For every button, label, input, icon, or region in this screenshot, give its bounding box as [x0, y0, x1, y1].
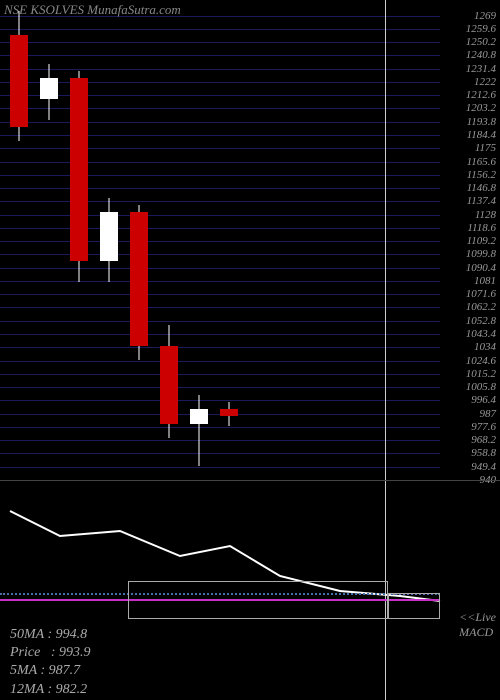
price-axis-label: 1034	[474, 341, 496, 353]
price-axis-label: 1231.4	[466, 63, 496, 75]
price-axis-label: 1052.8	[466, 315, 496, 327]
gridline	[0, 347, 440, 348]
gridline	[0, 374, 440, 375]
price-axis-label: 1156.2	[467, 169, 496, 181]
price-axis-label: 1175	[475, 142, 496, 154]
gridline	[0, 82, 440, 83]
price-axis-label: 1099.8	[466, 248, 496, 260]
gridline	[0, 215, 440, 216]
gridline	[0, 95, 440, 96]
gridline	[0, 188, 440, 189]
gridline	[0, 400, 440, 401]
gridline	[0, 254, 440, 255]
price-axis-label: 1184.4	[467, 129, 496, 141]
box-outline	[388, 593, 440, 619]
price-axis-label: 1109.2	[467, 235, 496, 247]
price-axis-label: 1128	[475, 209, 496, 221]
info-box: 50MA : 994.8 Price : 993.9 5MA : 987.7 1…	[0, 620, 500, 700]
gridline	[0, 427, 440, 428]
price-axis-label: 1024.6	[466, 355, 496, 367]
price-axis-label: 987	[480, 408, 497, 420]
gridline	[0, 175, 440, 176]
gridline	[0, 69, 440, 70]
price-axis-label: 968.2	[471, 434, 496, 446]
gridline	[0, 268, 440, 269]
price-axis-label: 1146.8	[467, 182, 496, 194]
gridline	[0, 361, 440, 362]
box-outline	[128, 581, 388, 619]
ma5-row: 5MA : 987.7	[10, 662, 490, 680]
gridline	[0, 201, 440, 202]
price-axis-label: 1005.8	[466, 381, 496, 393]
price-axis-label: 1250.2	[466, 36, 496, 48]
gridline	[0, 387, 440, 388]
gridline	[0, 467, 440, 468]
price-axis-label: 1269	[474, 10, 496, 22]
price-axis-label: 1240.8	[466, 49, 496, 61]
gridline	[0, 307, 440, 308]
gridline	[0, 453, 440, 454]
price-axis-label: 1203.2	[466, 102, 496, 114]
price-axis-label: 1062.2	[466, 301, 496, 313]
price-axis-label: 949.4	[471, 461, 496, 473]
price-axis-label: 1043.4	[466, 328, 496, 340]
price-chart: 12691259.61250.21240.8 1231.412221212.612…	[0, 0, 500, 480]
gridline	[0, 241, 440, 242]
price-axis-label: 977.6	[471, 421, 496, 433]
price-axis-label: 1165.6	[467, 156, 496, 168]
indicator-panel	[0, 480, 500, 620]
gridline	[0, 334, 440, 335]
price-axis-label: 1137.4	[467, 195, 496, 207]
gridline	[0, 108, 440, 109]
price-axis-label: 996.4	[471, 394, 496, 406]
gridline	[0, 281, 440, 282]
price-axis-label: 1118.6	[467, 222, 496, 234]
ma50-row: 50MA : 994.8	[10, 626, 490, 644]
gridline	[0, 42, 440, 43]
gridline	[0, 29, 440, 30]
gridline	[0, 162, 440, 163]
price-axis-label: 1081	[474, 275, 496, 287]
ma12-row: 12MA : 982.2	[10, 681, 490, 699]
price-row: Price : 993.9	[10, 644, 490, 662]
price-axis-label: 1259.6	[466, 23, 496, 35]
price-axis-label: 1090.4	[466, 262, 496, 274]
price-axis-label: 1015.2	[466, 368, 496, 380]
gridline	[0, 135, 440, 136]
gridline	[0, 440, 440, 441]
price-axis-label: 1212.6	[466, 89, 496, 101]
gridline	[0, 148, 440, 149]
chart-header: NSE KSOLVES MunafaSutra.com	[4, 2, 181, 18]
gridline	[0, 228, 440, 229]
gridline	[0, 122, 440, 123]
ticker-title: NSE KSOLVES MunafaSutra.com	[4, 2, 181, 17]
price-axis-label: 1071.6	[466, 288, 496, 300]
price-axis-label: 1193.8	[467, 116, 496, 128]
gridline	[0, 294, 440, 295]
price-axis-label: 958.8	[471, 447, 496, 459]
gridline	[0, 55, 440, 56]
gridline	[0, 321, 440, 322]
price-axis-label: 1222	[474, 76, 496, 88]
